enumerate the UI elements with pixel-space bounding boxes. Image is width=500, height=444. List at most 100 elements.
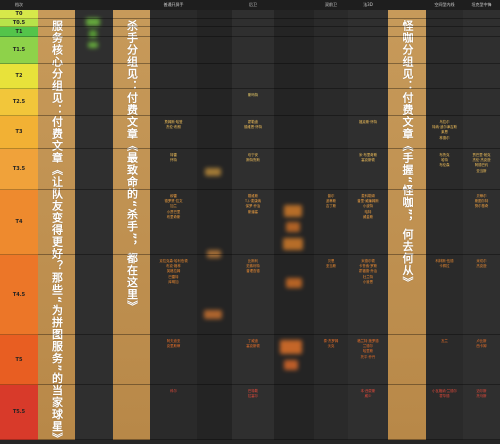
player-entry: 加兰 — [170, 204, 177, 209]
player-entry: 威金斯 — [362, 214, 374, 219]
player-entry: 塞克斯顿 — [361, 158, 375, 163]
header-col-10: 坦克型中锋 — [471, 2, 492, 7]
player-entry: 小贾巴里 — [166, 209, 181, 214]
banner-service-core-text: 服务核心分组见：付费文章《让队友变得更好？那些“为拼图服务”的当家球星》 — [50, 20, 64, 444]
tier-t4-5: T4.5 — [0, 255, 38, 335]
player-entry: 巴雷特 — [168, 274, 179, 279]
tier-t3-5: T3.5 — [0, 149, 38, 190]
tier-t0: T0 — [0, 10, 38, 19]
tier-t2-5: T2.5 — [0, 89, 38, 116]
player-entry: 吉丁斯 — [325, 204, 337, 209]
header-col-9: 空间型内线 — [434, 2, 455, 7]
player-entry: 杰伦·杰克逊 — [472, 158, 491, 163]
player-entry: 布鲁克 — [439, 153, 450, 157]
player-entry: 托平·乔丹 — [360, 354, 376, 359]
banner-killer-text: 杀手分组见：付费文章《最致命的“杀手”，都在这里》 — [125, 20, 139, 313]
tier-divider — [38, 18, 500, 19]
player-entry: 泰·杰罗姆 — [323, 339, 339, 343]
header-col-5 — [274, 0, 314, 10]
player-entry: 克拉克森·哈利伯顿 — [159, 259, 188, 263]
blurred-marker — [286, 278, 302, 288]
column-3 — [197, 10, 232, 440]
player-entry: 阿德巴约 — [474, 163, 489, 168]
column-6: 普尔 波蒂斯 吉丁斯 贝恩 亚当斯 泰·杰罗姆 沃克 — [314, 10, 348, 440]
player-entry: 怀特 — [170, 158, 177, 163]
player-entry: 克里斯蒂 — [166, 344, 181, 349]
player-entry: 科尔 — [170, 389, 177, 393]
player-entry: T.J.·麦康纳 — [244, 199, 262, 204]
column-4: 斯玛特 霍勒迪 德维恩·怀特 坎宁安 斯特鲁斯 戴维斯 T.J.·麦康纳 保罗·乔治 斯潘塞 比斯… — [232, 10, 274, 440]
player-entry: 塞克斯顿 — [246, 344, 260, 349]
blurred-marker — [286, 222, 300, 232]
player-entry: 林德尔 — [439, 135, 450, 140]
player-entry: 库明加 — [168, 279, 179, 284]
tier-t4: T4 — [0, 190, 38, 255]
player-entry: 霍华德 — [439, 394, 450, 399]
player-entry: 霍福德·乔治 — [358, 269, 378, 274]
player-entry: 拉塞尔 — [247, 394, 259, 399]
player-entry: 贝蒂尔 — [476, 194, 487, 198]
player-entry: 沃克 — [327, 344, 335, 349]
tier-divider — [38, 384, 500, 385]
tier-divider — [38, 63, 500, 64]
player-entry: 小波特 — [362, 204, 374, 209]
header-col-2: 普通开屏手 — [163, 2, 184, 7]
player-entry: 比斯利 — [247, 259, 259, 263]
banner-killer: 杀手分组见：付费文章《最致命的“杀手”，都在这里》 — [113, 10, 150, 440]
banner-oddball-text: 怪咖分组见：付费文章《手握“怪咖”，何去何从》 — [401, 20, 415, 289]
column-1 — [75, 10, 113, 440]
player-entry: 贝恩 — [327, 259, 335, 263]
player-entry: 詹姆斯·哈登 — [164, 120, 183, 124]
player-entry: 布里奇斯 — [166, 214, 181, 219]
banner-oddball: 怪咖分组见：付费文章《手握“怪咖”，何去何从》 — [388, 10, 426, 440]
blurred-marker — [204, 310, 222, 319]
header-col-3 — [197, 0, 232, 10]
header-tier: 档次 — [15, 2, 23, 7]
player-entry: 波蒂斯 — [325, 199, 337, 204]
blurred-marker — [205, 168, 221, 176]
player-entry: 米德尔顿 — [361, 259, 375, 263]
player-entry: 卡鲁索·罗斯 — [358, 264, 378, 269]
blurred-marker — [280, 340, 302, 354]
header-col-4: 后卫 — [249, 2, 257, 7]
player-entry: 斯玛特 — [247, 93, 259, 97]
player-entry: 麦科勒姆 — [361, 194, 375, 198]
header-row: 档次 普通开屏手 后卫 双前卫 法3D 空间型内线 坦克型中锋 — [0, 0, 500, 10]
blurred-marker — [86, 18, 100, 26]
tier-t5-5: T5.5 — [0, 385, 38, 440]
blurred-marker — [89, 30, 97, 38]
column-2: 詹姆斯·哈登 杰伦·布朗 特雷 怀特 穆雷 德罗赞·拉文 加兰 小贾巴里 布里奇斯 克拉克森·哈利… — [150, 10, 197, 440]
tier-divider — [38, 26, 500, 27]
player-entry: 米·布里奇斯 — [358, 153, 378, 157]
tier-t0-5: T0.5 — [0, 19, 38, 27]
player-entry: 卢比斯 — [476, 339, 487, 343]
player-entry: 小曼恩 — [362, 279, 374, 284]
player-entry: 杰伦·布朗 — [166, 125, 181, 130]
player-entry: 本·西蒙斯 — [360, 389, 376, 393]
blurred-marker — [207, 250, 221, 258]
player-entry: 斯图尔特 — [474, 199, 489, 204]
tier-divider — [38, 36, 500, 37]
tier-divider — [38, 189, 500, 190]
player-entry: 戴维斯 — [247, 194, 259, 198]
column-9: 乌拉尔 特纳·波尔津吉斯 莱恩 林德尔 布鲁克 哈特 布伦森 科林斯·伍德 卡佩拉 瓦兰 小瓦格纳·… — [426, 10, 463, 440]
player-entry: 迈尔斯 — [476, 389, 487, 393]
player-entry: 坎宁安 — [247, 153, 259, 157]
player-entry: 乌拉尔 — [439, 120, 450, 124]
tier-divider — [38, 115, 500, 116]
player-entry: 莱恩 — [441, 130, 448, 135]
tier-divider — [38, 334, 500, 335]
tier-t5: T5 — [0, 335, 38, 385]
player-entry: 卡佩拉 — [439, 264, 450, 269]
tier-divider — [38, 148, 500, 149]
player-entry: 杰克逊 — [476, 264, 487, 269]
player-entry: 保罗·乔治 — [245, 204, 261, 209]
blurred-marker — [284, 205, 302, 217]
player-entry: 兰德尔 — [362, 344, 374, 349]
player-entry: 贾巴里·帕克 — [472, 153, 491, 157]
player-entry: 布伦森 — [439, 163, 450, 168]
player-entry: 德维恩·怀特 — [243, 125, 263, 130]
header-col-6: 双前卫 — [325, 2, 337, 7]
tier-divider — [38, 254, 500, 255]
player-entry: 范弗利特 — [246, 264, 260, 269]
